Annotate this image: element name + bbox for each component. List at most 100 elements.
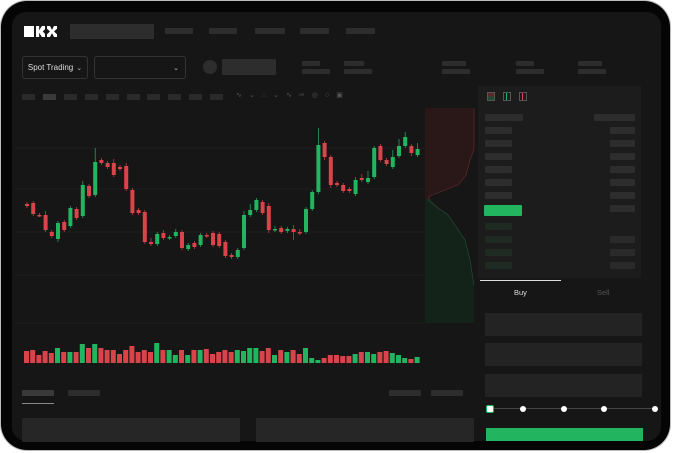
candle bbox=[341, 185, 346, 191]
depth-asks-area bbox=[425, 108, 474, 200]
candle bbox=[297, 232, 302, 234]
candle bbox=[322, 143, 327, 157]
tab-open-orders[interactable] bbox=[22, 390, 54, 396]
volume-bar bbox=[327, 355, 333, 363]
timeframe-button[interactable] bbox=[147, 94, 160, 100]
volume-bar bbox=[265, 348, 271, 363]
candle bbox=[310, 192, 315, 209]
candle bbox=[198, 235, 203, 245]
slider-step[interactable] bbox=[520, 406, 526, 412]
pair-selector[interactable]: ⌄ bbox=[94, 56, 186, 79]
line-icon[interactable]: ∿ bbox=[286, 92, 299, 99]
volume-bar bbox=[166, 350, 172, 363]
ask-price bbox=[485, 179, 512, 186]
timeframe-button[interactable] bbox=[85, 94, 98, 100]
candle bbox=[415, 149, 420, 155]
tab-buy[interactable]: Buy bbox=[514, 288, 527, 297]
candle bbox=[49, 232, 54, 236]
timeframe-button[interactable] bbox=[189, 94, 202, 100]
slider-track[interactable] bbox=[490, 408, 655, 409]
bid-amount bbox=[610, 249, 635, 256]
timeframe-button[interactable] bbox=[22, 94, 35, 100]
chevron-down-icon[interactable]: ⌄ bbox=[273, 92, 287, 99]
candle bbox=[229, 255, 234, 257]
bid-amount bbox=[610, 262, 635, 269]
volume-bar bbox=[309, 358, 315, 363]
nav-item[interactable] bbox=[165, 28, 193, 34]
volume-bar bbox=[365, 352, 370, 363]
nav-item[interactable] bbox=[255, 28, 285, 34]
slider-step[interactable] bbox=[601, 406, 607, 412]
depth-bids-area bbox=[425, 198, 474, 323]
panel-action[interactable] bbox=[389, 390, 421, 396]
volume-bar bbox=[203, 349, 209, 363]
draw-icon[interactable]: ✑ bbox=[298, 92, 312, 99]
total-input[interactable] bbox=[485, 374, 642, 397]
tab-sell[interactable]: Sell bbox=[597, 288, 610, 297]
buy-button[interactable] bbox=[486, 428, 643, 441]
amount-input[interactable] bbox=[485, 343, 642, 366]
volume-bar bbox=[110, 350, 116, 363]
depth-chart bbox=[425, 108, 475, 323]
volume-bar bbox=[383, 351, 389, 363]
candle bbox=[105, 163, 110, 167]
search-bar[interactable] bbox=[70, 24, 154, 39]
candle bbox=[248, 210, 253, 215]
nav-item[interactable] bbox=[209, 28, 237, 34]
active-tab-underline bbox=[22, 403, 54, 404]
chart-type-icon[interactable]: ⌄ bbox=[248, 92, 262, 99]
volume-bar bbox=[191, 350, 197, 363]
volume-bar bbox=[284, 352, 290, 363]
fullscreen-icon[interactable]: ▣ bbox=[336, 92, 350, 99]
timeframe-button-active[interactable] bbox=[43, 94, 56, 100]
timeframe-button[interactable] bbox=[168, 94, 181, 100]
timeframe-button[interactable] bbox=[64, 94, 77, 100]
volume-bar bbox=[61, 352, 67, 363]
volume-bar bbox=[42, 351, 48, 363]
volume-bar bbox=[371, 354, 377, 363]
tab-history[interactable] bbox=[68, 390, 100, 396]
volume-bar bbox=[259, 351, 265, 363]
orderbook-bids-icon[interactable] bbox=[503, 92, 511, 101]
bid-price bbox=[485, 249, 512, 256]
stat-label bbox=[302, 61, 320, 66]
panel-action[interactable] bbox=[431, 390, 463, 396]
nav-item[interactable] bbox=[346, 28, 375, 34]
slider-handle[interactable] bbox=[486, 405, 494, 413]
trading-mode-dropdown[interactable]: Spot Trading ⌄ bbox=[22, 56, 88, 79]
candle bbox=[80, 185, 85, 216]
timeframe-button[interactable] bbox=[210, 94, 223, 100]
volume-bar bbox=[296, 354, 302, 363]
timeframe-button[interactable] bbox=[127, 94, 140, 100]
price-input[interactable] bbox=[485, 313, 642, 336]
candle bbox=[192, 243, 197, 247]
slider-step[interactable] bbox=[652, 406, 658, 412]
chevron-down-icon: ⌄ bbox=[173, 64, 179, 72]
timeframe-button[interactable] bbox=[106, 94, 119, 100]
slider-step[interactable] bbox=[561, 406, 567, 412]
ask-price bbox=[485, 166, 512, 173]
candle bbox=[285, 229, 290, 231]
orderbook-asks-icon[interactable] bbox=[519, 92, 527, 101]
refresh-icon[interactable]: ○ bbox=[324, 92, 337, 99]
volume-bar bbox=[228, 352, 234, 363]
volume-bar bbox=[402, 358, 408, 363]
volume-bar bbox=[334, 355, 339, 363]
volume-bar bbox=[129, 346, 135, 363]
volume-bar bbox=[141, 350, 147, 363]
indicator-icon[interactable]: ∿ bbox=[236, 92, 249, 99]
candle bbox=[359, 178, 364, 180]
candle bbox=[217, 234, 222, 246]
compare-icon[interactable]: ∴ bbox=[261, 92, 274, 99]
volume-bar bbox=[197, 350, 203, 363]
candle bbox=[167, 237, 172, 239]
settings-icon[interactable]: ◎ bbox=[311, 92, 325, 99]
nav-item[interactable] bbox=[300, 28, 329, 34]
candle bbox=[316, 145, 321, 192]
volume-bar bbox=[315, 360, 321, 363]
orderbook-both-icon[interactable] bbox=[487, 92, 495, 101]
candle bbox=[142, 212, 147, 242]
candle bbox=[403, 137, 408, 146]
volume-bar bbox=[247, 348, 253, 363]
